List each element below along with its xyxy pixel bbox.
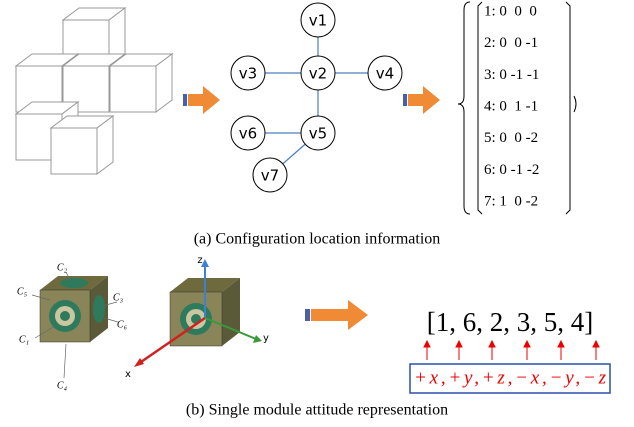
node-label: v6	[239, 125, 257, 143]
direction-list: +x,+y,+z,−x,−y,−z	[414, 367, 607, 388]
location-row: 5: 0 0 -2	[484, 130, 538, 146]
node-label: v5	[309, 125, 327, 143]
node-label: v1	[309, 12, 327, 30]
graph: v1 v2 v3 v4 v5 v6 v7	[230, 2, 403, 193]
node	[300, 115, 336, 151]
location-row: 1: 0 0 0	[484, 3, 537, 19]
face-label: C₂	[57, 262, 68, 273]
location-row: 4: 0 1 -1	[484, 99, 538, 115]
node	[300, 2, 336, 38]
face-label: C₅	[17, 286, 28, 297]
cube-front	[50, 127, 98, 175]
location-row: 7: 1 0 -2	[484, 194, 538, 210]
caption: (a) Configuration location information	[194, 231, 441, 248]
node	[300, 55, 336, 91]
node-label: v7	[261, 167, 279, 185]
caption: (b) Single module attitude representatio…	[186, 402, 448, 419]
location-row: 3: 0 -1 -1	[484, 67, 539, 83]
node-label: v4	[376, 65, 394, 83]
mapping-arrowhead	[592, 339, 600, 348]
module-cube	[31, 271, 119, 379]
axis-label: x	[125, 369, 131, 380]
node	[252, 157, 288, 193]
arrow	[305, 300, 368, 330]
mapping-arrowhead	[455, 339, 463, 348]
face-label: C₁	[19, 334, 29, 345]
node-label: v2	[309, 65, 327, 83]
mapping-arrowhead	[557, 339, 565, 348]
mapping-arrows	[423, 339, 600, 360]
location-matrix: 1: 0 0 0 2: 0 0 -1 3: 0 -1 -1 4: 0 1 -1 5: 0…	[484, 3, 539, 209]
face-label: C₃	[113, 292, 124, 303]
face-label: C₆	[117, 319, 128, 330]
module-cube-axes	[134, 259, 262, 367]
location-row: 2: 0 0 -1	[484, 35, 538, 51]
node-label: v3	[239, 65, 257, 83]
location-row: 6: 0 -1 -2	[484, 162, 539, 178]
mapping-arrowhead	[423, 339, 431, 348]
axis-label: z	[197, 255, 202, 266]
node	[230, 115, 266, 151]
cube-front	[109, 65, 157, 113]
node	[367, 55, 403, 91]
attitude-sequence: [1, 6, 2, 3, 5, 4]	[427, 307, 593, 337]
arrow	[403, 86, 440, 114]
cube-configuration	[14, 7, 174, 175]
mapping-arrowhead	[523, 339, 531, 348]
face-labels: C₁ C₂ C₃ C₄ C₅ C₆	[17, 262, 128, 391]
arrow	[183, 86, 220, 114]
axis-label: y	[263, 333, 269, 344]
face-label: C₄	[57, 380, 68, 391]
matrix-brackets	[457, 1, 577, 215]
mapping-arrowhead	[488, 339, 496, 348]
axis-labels: z x y	[125, 255, 269, 380]
node	[230, 55, 266, 91]
direction-box	[409, 363, 611, 394]
